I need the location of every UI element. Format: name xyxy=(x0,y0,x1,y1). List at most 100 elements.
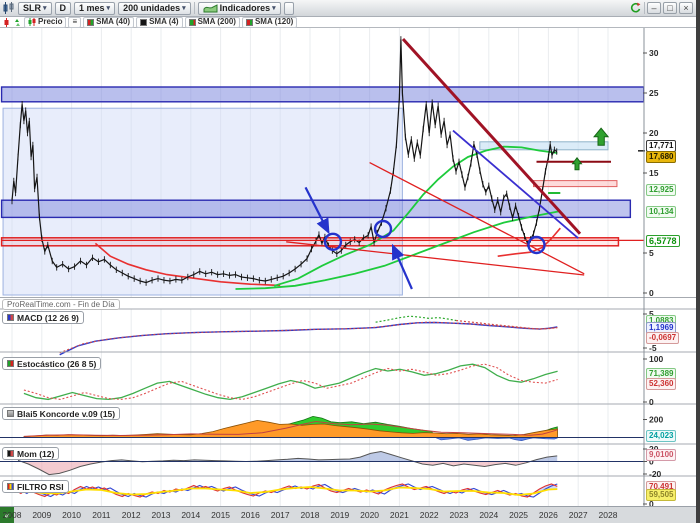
x-axis-year: 2013 xyxy=(151,510,171,520)
symbol-select[interactable]: SLR ▾ xyxy=(18,1,52,15)
svg-text:25: 25 xyxy=(649,88,659,98)
svg-text:-5: -5 xyxy=(649,343,657,353)
momentum-label: Mom (12) xyxy=(17,448,55,459)
axis-value-label: 9,0100 xyxy=(646,449,677,462)
panel-label-filtro-rsi[interactable]: FILTRO RSI xyxy=(2,480,69,493)
timeframe-button[interactable]: D xyxy=(54,1,72,15)
panel-label-stochastic[interactable]: Estocástico (26 8 5) xyxy=(2,357,102,370)
scroll-left-button[interactable]: « xyxy=(0,507,14,523)
x-axis-year: 2023 xyxy=(449,510,469,520)
symbol-label: SLR xyxy=(23,2,41,13)
period-label: 1 mes xyxy=(79,2,105,13)
candlestick-icon xyxy=(28,18,36,26)
axis-value-label: 17,680 xyxy=(646,151,677,164)
title-bar: SLR ▾ D 1 mes ▾ 200 unidades ▾ Indicadores ▾… xyxy=(0,0,696,17)
legend-bar: Precio ≡ SMA (40) SMA (4) SMA (200) SMA … xyxy=(0,16,696,28)
svg-text:0: 0 xyxy=(649,457,654,467)
timeframe-label: D xyxy=(59,2,67,13)
close-button[interactable]: × xyxy=(679,2,693,14)
minimize-button[interactable]: – xyxy=(647,2,661,14)
x-axis-year: 2012 xyxy=(121,510,141,520)
panel-label-koncorde[interactable]: Blai5 Koncorde v.09 (15) xyxy=(2,407,121,420)
buy-marker-icon[interactable] xyxy=(13,18,22,27)
x-axis-year: 2016 xyxy=(240,510,260,520)
svg-text:0: 0 xyxy=(649,397,654,407)
watermark: ProRealTime.com - Fin de Día xyxy=(2,299,120,310)
koncorde-label: Blai5 Koncorde v.09 (15) xyxy=(17,408,116,419)
panel-label-momentum[interactable]: Mom (12) xyxy=(2,447,60,460)
chart-canvas[interactable]: 30252015505-51000200200-200 xyxy=(0,28,696,506)
x-axis-bar[interactable]: « 2008 2009 2010 2011 2012 2013 2014 2015 2016 20… xyxy=(0,506,696,523)
legend-item-sma4[interactable]: SMA (4) xyxy=(136,16,183,28)
x-axis-year: 2009 xyxy=(32,510,52,520)
macd-label: MACD (12 26 9) xyxy=(17,312,79,323)
toolbar-separator xyxy=(193,2,195,14)
maximize-button[interactable]: □ xyxy=(663,2,677,14)
axis-value-label: 10,134 xyxy=(646,206,677,219)
indicators-label: Indicadores xyxy=(219,2,271,13)
filtro-rsi-label: FILTRO RSI xyxy=(17,481,64,492)
axis-value-label: 24,023 xyxy=(646,429,677,442)
sma120-label: SMA (120) xyxy=(254,17,294,26)
chevron-down-icon: ▾ xyxy=(43,4,47,12)
legend-list-button[interactable]: ≡ xyxy=(68,16,82,28)
list-icon: ≡ xyxy=(72,17,78,26)
svg-text:100: 100 xyxy=(649,354,663,364)
macd-icon xyxy=(7,314,14,321)
x-axis-year: 2015 xyxy=(211,510,231,520)
units-select[interactable]: 200 unidades ▾ xyxy=(118,1,191,15)
indicators-button[interactable]: Indicadores ▾ xyxy=(197,1,281,15)
koncorde-icon xyxy=(7,410,14,417)
sma4-label: SMA (4) xyxy=(149,17,179,26)
x-axis-year: 2022 xyxy=(419,510,439,520)
axis-value-label: 12,925 xyxy=(646,184,677,197)
axis-value-label: 6,5778 xyxy=(646,234,680,247)
sma4-color-icon xyxy=(140,18,148,26)
svg-text:20: 20 xyxy=(649,444,659,454)
svg-text:30: 30 xyxy=(649,48,659,58)
legend-item-price[interactable]: Precio xyxy=(24,16,67,28)
x-axis-year: 2027 xyxy=(568,510,588,520)
svg-text:200: 200 xyxy=(649,415,663,425)
x-axis-year: 2011 xyxy=(92,510,111,520)
x-axis-year: 2010 xyxy=(62,510,82,520)
axis-value-label: 52,360 xyxy=(646,377,677,390)
svg-text:0: 0 xyxy=(649,288,654,298)
x-axis-year: 2028 xyxy=(598,510,618,520)
filtro-rsi-icon xyxy=(7,483,14,490)
x-axis-year: 2018 xyxy=(300,510,320,520)
legend-price-label: Precio xyxy=(38,17,63,26)
x-axis-year: 2020 xyxy=(360,510,380,520)
stochastic-label: Estocástico (26 8 5) xyxy=(17,358,97,369)
chevron-down-icon: ▾ xyxy=(182,4,186,12)
x-axis-year: 2019 xyxy=(330,510,350,520)
x-axis-year: 2017 xyxy=(270,510,290,520)
chevron-down-icon: ▾ xyxy=(272,4,276,12)
x-axis-year: 2025 xyxy=(509,510,529,520)
axis-value-label: -0,0697 xyxy=(646,331,680,344)
period-select[interactable]: 1 mes ▾ xyxy=(74,1,116,15)
units-label: 200 unidades xyxy=(123,2,181,13)
x-axis-year: 2014 xyxy=(181,510,201,520)
legend-item-sma40[interactable]: SMA (40) xyxy=(83,16,135,28)
legend-item-sma120[interactable]: SMA (120) xyxy=(241,16,298,28)
legend-item-sma200[interactable]: SMA (200) xyxy=(184,16,240,28)
app-icon xyxy=(3,2,15,14)
svg-text:20: 20 xyxy=(649,128,659,138)
refresh-icon[interactable] xyxy=(629,2,642,15)
svg-text:5: 5 xyxy=(649,309,654,319)
svg-text:-20: -20 xyxy=(649,469,662,479)
extra-toolbar-button[interactable] xyxy=(283,1,294,15)
panel-label-macd[interactable]: MACD (12 26 9) xyxy=(2,311,84,324)
svg-text:0: 0 xyxy=(649,499,654,506)
sma40-label: SMA (40) xyxy=(96,17,131,26)
svg-text:5: 5 xyxy=(649,248,654,258)
indicators-chart-icon xyxy=(203,3,218,13)
toolbar-separator xyxy=(644,2,645,14)
momentum-icon xyxy=(7,450,14,457)
svg-text:15: 15 xyxy=(649,168,659,178)
x-axis-year: 2008 xyxy=(2,510,22,520)
sma120-color-icon xyxy=(245,18,253,26)
chevron-down-icon: ▾ xyxy=(106,4,111,12)
sell-marker-icon[interactable] xyxy=(2,17,11,27)
